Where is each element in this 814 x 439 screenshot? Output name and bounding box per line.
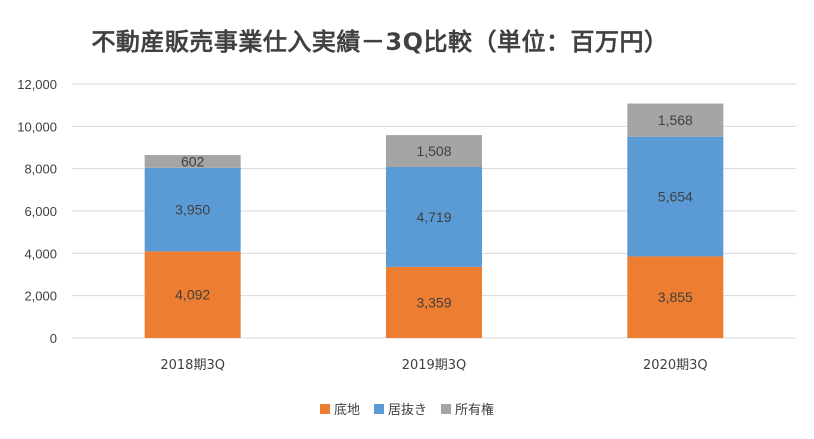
legend-item-inuki: 居抜き <box>373 399 427 418</box>
data-label: 4,719 <box>416 209 451 225</box>
bar-segment <box>627 256 724 338</box>
bar-segment <box>627 136 724 257</box>
legend: 底地 居抜き 所有権 <box>0 399 814 418</box>
legend-swatch-inuki <box>373 403 384 414</box>
x-category-label: 2019期3Q <box>402 358 467 373</box>
legend-item-sokochi: 底地 <box>319 399 360 418</box>
y-tick-label: 4,000 <box>24 246 57 261</box>
y-tick-label: 2,000 <box>24 289 57 304</box>
chart-title: 不動産販売事業仕入実績－3Q比較（単位：百万円） <box>91 28 669 56</box>
legend-swatch-shoyuken <box>441 403 451 414</box>
y-tick-label: 10,000 <box>17 119 57 134</box>
data-label: 602 <box>181 153 205 169</box>
legend-label-shoyuken: 所有権 <box>455 403 495 418</box>
bar-segment <box>386 167 482 267</box>
bar-segment <box>386 266 482 338</box>
y-tick-label: 12,000 <box>17 77 57 92</box>
data-label: 3,855 <box>658 289 693 305</box>
legend-swatch-sokochi <box>319 403 330 414</box>
legend-item-shoyuken: 所有権 <box>441 399 494 418</box>
y-tick-label: 0 <box>50 331 57 346</box>
x-category-label: 2020期3Q <box>643 358 708 373</box>
y-tick-label: 6,000 <box>24 204 57 219</box>
x-category-label: 2018期3Q <box>160 358 225 373</box>
bar-segment <box>144 155 241 168</box>
data-label: 3,950 <box>175 202 210 218</box>
bar-segment <box>144 167 241 252</box>
bar-segment <box>627 103 724 137</box>
bar-segment <box>386 135 482 168</box>
data-label: 1,508 <box>416 143 451 159</box>
data-label: 3,359 <box>416 294 451 310</box>
data-label: 1,568 <box>658 112 693 128</box>
legend-label-sokochi: 底地 <box>333 403 360 418</box>
data-label: 5,654 <box>658 189 693 205</box>
legend-label-inuki: 居抜き <box>387 403 427 418</box>
data-label: 4,092 <box>175 287 210 303</box>
bar-segment <box>144 251 241 338</box>
y-tick-label: 8,000 <box>24 162 57 177</box>
